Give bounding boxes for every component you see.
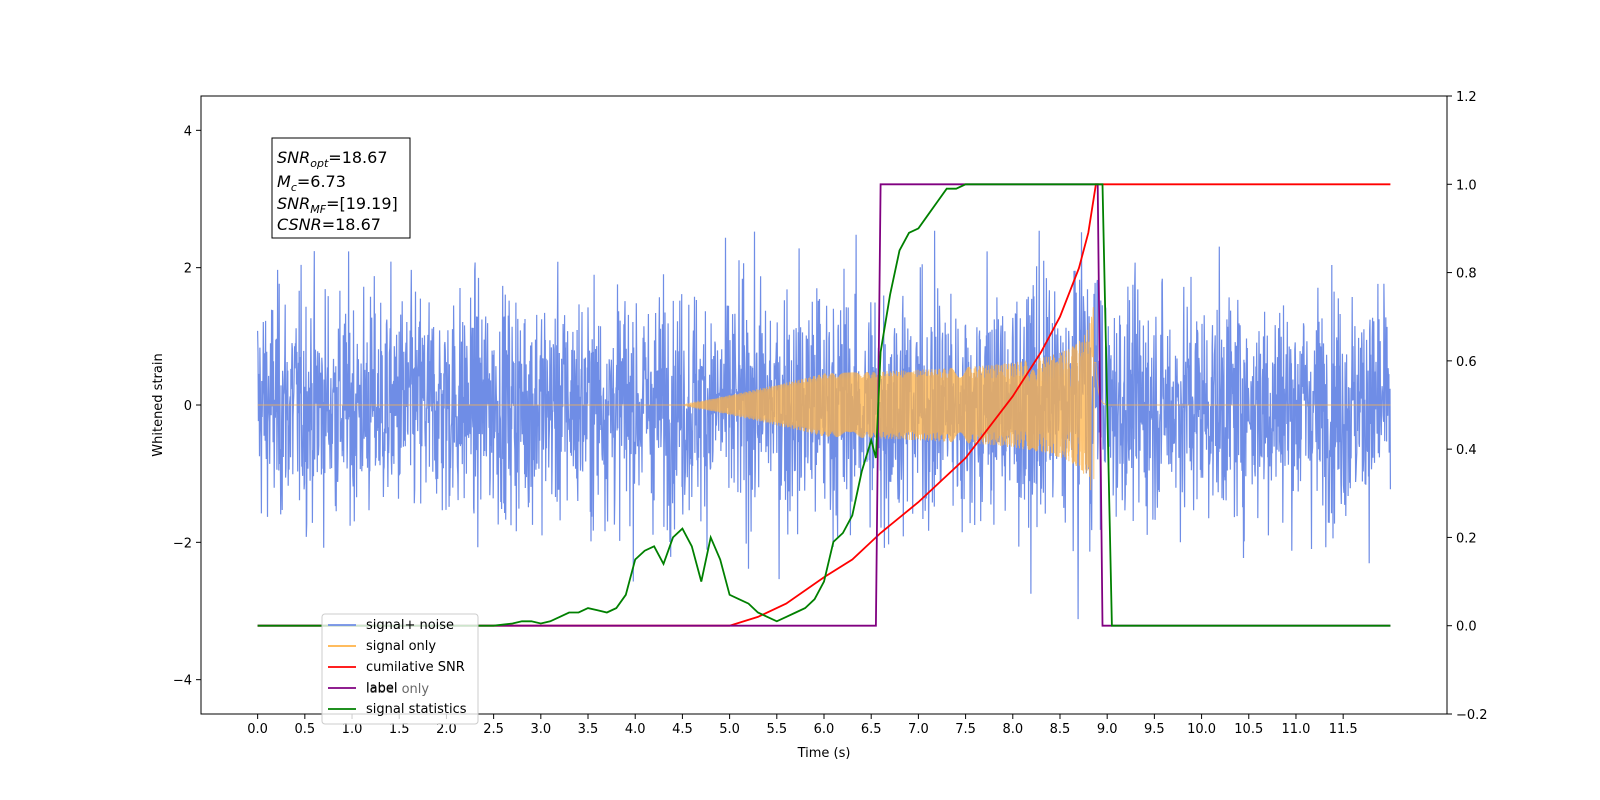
- x-tick-label: 2.0: [436, 722, 457, 737]
- y-tick-label: −2: [173, 536, 192, 551]
- x-tick-label: 2.5: [483, 722, 504, 737]
- y2-tick-label: 0.6: [1456, 355, 1477, 370]
- y2-tick-label: −0.2: [1456, 708, 1488, 723]
- y-tick-label: 4: [184, 124, 192, 139]
- stats-annotation-box: SNRopt=18.67 Mc=6.73 SNRMF=[19.19] CSNR=…: [271, 137, 411, 239]
- x-tick-label: 9.5: [1144, 722, 1165, 737]
- y-axis-left: 4 2 0 −2 −4: [173, 124, 201, 689]
- legend-label: cumilative SNR: [366, 660, 465, 675]
- annotation-chirp-mass: Mc=6.73: [277, 172, 346, 194]
- x-tick-label: 1.0: [342, 722, 363, 737]
- x-tick-label: 10.5: [1234, 722, 1263, 737]
- x-tick-label: 4.0: [625, 722, 646, 737]
- series-signal-only: [257, 307, 1391, 491]
- annotation-csnr: CSNR=18.67: [277, 215, 381, 234]
- legend: signal+ noise signal only cumilative SNR la…: [321, 613, 479, 725]
- y2-tick-label: 0.0: [1456, 620, 1477, 635]
- legend-label-hidden: label only: [366, 682, 429, 697]
- y-tick-label: 2: [184, 262, 192, 277]
- legend-label: signal only: [366, 639, 436, 654]
- x-tick-label: 7.5: [955, 722, 976, 737]
- annotation-snr-mf: SNRMF=[19.19]: [277, 194, 398, 216]
- y-tick-label: 0: [184, 399, 192, 414]
- x-tick-label: 5.5: [766, 722, 787, 737]
- annotation-snr-opt: SNRopt=18.67: [277, 148, 388, 170]
- x-tick-label: 4.5: [672, 722, 693, 737]
- y-tick-label: −4: [173, 674, 192, 689]
- legend-label: signal+ noise: [366, 618, 454, 633]
- x-tick-label: 6.0: [814, 722, 835, 737]
- x-tick-label: 0.5: [294, 722, 315, 737]
- series-signal-plus-noise: [257, 230, 1391, 620]
- x-tick-label: 8.5: [1050, 722, 1071, 737]
- x-tick-label: 7.0: [908, 722, 929, 737]
- y2-tick-label: 1.2: [1456, 90, 1477, 105]
- x-tick-label: 9.0: [1097, 722, 1118, 737]
- x-tick-label: 8.0: [1002, 722, 1023, 737]
- x-tick-label: 0.0: [247, 722, 268, 737]
- y2-tick-label: 0.4: [1456, 443, 1477, 458]
- x-tick-label: 5.0: [719, 722, 740, 737]
- x-tick-label: 3.5: [578, 722, 599, 737]
- x-tick-label: 1.5: [389, 722, 410, 737]
- plot-area: [257, 183, 1391, 627]
- y-axis-right: 1.2 1.0 0.8 0.6 0.4 0.2 0.0 −0.2: [1447, 90, 1488, 723]
- legend-label: signal statistics: [366, 702, 467, 717]
- x-tick-label: 10.0: [1187, 722, 1216, 737]
- y2-tick-label: 0.8: [1456, 267, 1477, 282]
- y2-tick-label: 0.2: [1456, 531, 1477, 546]
- x-axis-title: Time (s): [797, 746, 851, 761]
- x-axis: 0.0 0.5 1.0 1.5 2.0 2.5 3.0 3.5 4.0 4.5 5.0 5.5 6.0 6…: [247, 714, 1358, 737]
- x-tick-label: 3.0: [530, 722, 551, 737]
- x-tick-label: 11.0: [1281, 722, 1310, 737]
- y-axis-title: Whitened strain: [151, 353, 166, 456]
- legend-label: label: [366, 681, 397, 696]
- series-signal-statistics: [257, 183, 1391, 627]
- x-tick-label: 6.5: [861, 722, 882, 737]
- x-tick-label: 11.5: [1329, 722, 1358, 737]
- y2-tick-label: 1.0: [1456, 178, 1477, 193]
